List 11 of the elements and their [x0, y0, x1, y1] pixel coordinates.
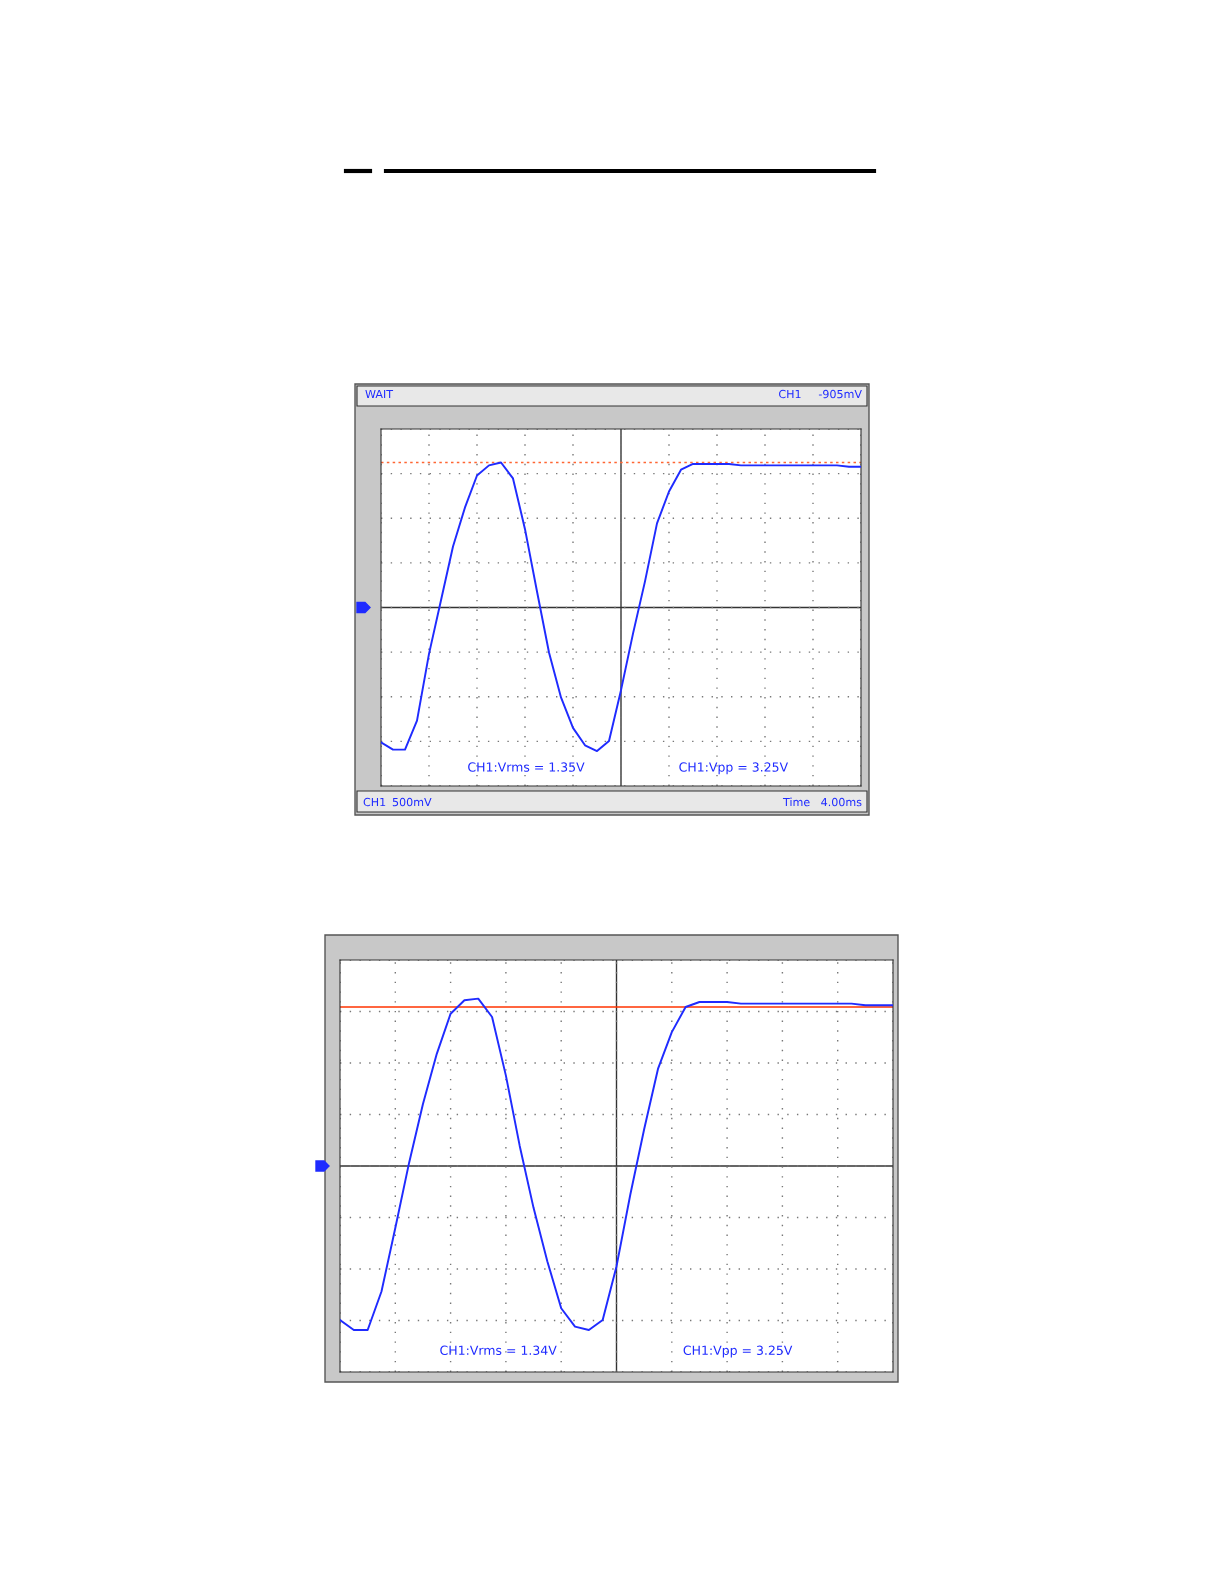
text: CH1:Vpp = 3.25V — [683, 1345, 793, 1358]
text: 4.00ms — [821, 797, 862, 807]
text: 500mV — [392, 797, 432, 807]
text: -905mV — [818, 389, 862, 399]
text: Time — [782, 797, 810, 807]
text: WAIT — [365, 389, 394, 399]
text: CH1:Vrms = 1.34V — [440, 1345, 557, 1356]
text: CH1 — [363, 797, 386, 807]
text: CH1 — [779, 389, 801, 399]
text: CH1:Vrms = 1.35V — [468, 762, 585, 772]
text: CH1:Vpp = 3.25V — [679, 762, 789, 775]
